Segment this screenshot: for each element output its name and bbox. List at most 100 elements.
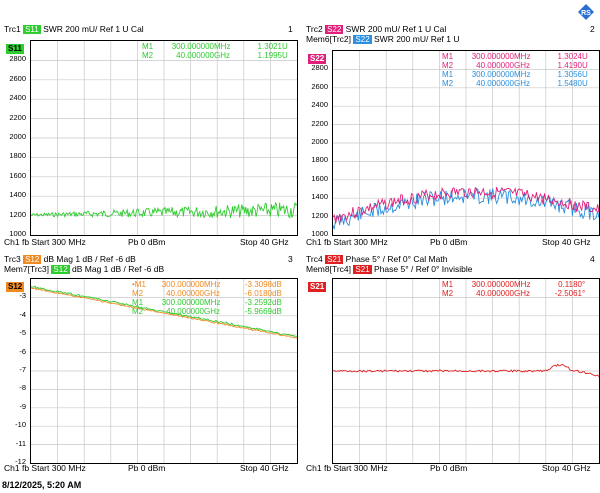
marker-row[interactable]: M1 300.000000 MHz -3.2592 dB xyxy=(132,298,284,307)
marker-freq: 300.000000 xyxy=(171,42,214,51)
pane-trace-2[interactable]: Trc2 S22 SWR 200 mU/ Ref 1 U Cal Mem6[Tr… xyxy=(302,24,600,250)
marker-freq: 300.000000 xyxy=(161,298,204,307)
marker-row[interactable]: M2 40.000000 GHz 1.5480 U xyxy=(442,79,594,88)
parameter-badge[interactable]: S22 xyxy=(353,35,372,44)
marker-vunit: dB xyxy=(272,307,282,316)
trace-label: S11 xyxy=(6,44,24,54)
marker-vunit: U xyxy=(282,42,288,51)
marker-val: 1.3021 xyxy=(257,42,282,51)
parameter-badge[interactable]: S12 xyxy=(23,255,42,264)
marker-row[interactable]: M1 300.000000 MHz 0.1180 ° xyxy=(442,280,594,289)
marker-unit: GHz xyxy=(204,307,220,316)
marker-freq: 40.000000 xyxy=(476,61,514,70)
marker-freq: 300.000000 xyxy=(471,280,514,289)
y-tick-label: 1200 xyxy=(311,210,328,220)
marker-row[interactable]: M2 40.000000 GHz -5.9669 dB xyxy=(132,307,284,316)
trace-name: Trc3 xyxy=(4,254,21,264)
footer-power: Pb 0 dBm xyxy=(128,237,166,247)
marker-m: M1 xyxy=(442,52,454,61)
y-tick-label: -7 xyxy=(19,365,26,374)
parameter-badge[interactable]: S22 xyxy=(325,25,344,34)
parameter-badge[interactable]: S11 xyxy=(23,25,41,34)
marker-unit: MHz xyxy=(204,298,221,307)
footer-start: Ch1 fb Start 300 MHz xyxy=(4,237,86,247)
footer-stop: Stop 40 GHz xyxy=(542,463,591,473)
marker-m: M2 xyxy=(442,79,454,88)
trace-label: S21 xyxy=(308,282,327,292)
y-tick-label: -5 xyxy=(19,328,26,338)
plot-area[interactable] xyxy=(332,278,600,464)
footer-power: Pb 0 dBm xyxy=(128,463,166,473)
pane-trace-3[interactable]: Trc3 S12 dB Mag 1 dB / Ref -6 dB Mem7[Tr… xyxy=(0,254,298,476)
trace-header-2[interactable]: Trc2 S22 SWR 200 mU/ Ref 1 U Cal xyxy=(306,24,446,34)
memory-header-2[interactable]: Mem6[Trc2] S22 SWR 200 mU/ Ref 1 U xyxy=(306,34,460,44)
trace-s21 xyxy=(333,363,599,377)
parameter-badge[interactable]: S12 xyxy=(51,265,70,274)
marker-val: -2.5061 xyxy=(554,289,582,298)
trace-name: Trc2 xyxy=(306,24,323,34)
marker-val: 1.5480 xyxy=(557,79,582,88)
y-tick-label: 2600 xyxy=(9,73,26,83)
footer-start: Ch1 fb Start 300 MHz xyxy=(306,463,388,473)
marker-val: -6.0180 xyxy=(244,289,272,298)
y-tick-label: 1800 xyxy=(9,151,26,161)
y-tick-label: 1200 xyxy=(9,209,26,219)
marker-unit: MHz xyxy=(204,280,221,289)
marker-row[interactable]: M2 40.000000 GHz 1.1995 U xyxy=(142,51,294,60)
pane-number: 1 xyxy=(288,24,293,34)
memory-header-3[interactable]: Mem7[Trc3] S12 dB Mag 1 dB / Ref -6 dB xyxy=(4,264,164,274)
marker-freq: 300.000000 xyxy=(471,52,514,61)
parameter-badge[interactable]: S21 xyxy=(353,265,372,274)
y-tick-label: 2400 xyxy=(311,100,328,110)
trace-name: Mem7[Trc3] xyxy=(4,264,50,274)
memory-header-4[interactable]: Mem8[Trc4] S21 Phase 5° / Ref 0° Invisib… xyxy=(306,264,472,274)
marker-row[interactable]: M1 300.000000 MHz 1.3024 U xyxy=(442,52,594,61)
pane-trace-4[interactable]: Trc4 S21 Phase 5° / Ref 0° Cal Math Mem8… xyxy=(302,254,600,476)
marker-m: M1 xyxy=(142,42,154,51)
marker-row[interactable]: M1 300.000000 MHz 1.3056 U xyxy=(442,70,594,79)
marker-row[interactable]: M2 40.000000 GHz 1.4190 U xyxy=(442,61,594,70)
marker-vunit: U xyxy=(282,51,288,60)
y-tick-label: -12 xyxy=(15,457,26,466)
marker-m: M1 xyxy=(442,70,454,79)
parameter-badge[interactable]: S21 xyxy=(325,255,344,264)
y-tick-label: -10 xyxy=(15,420,26,430)
trace-format: SWR 200 mU/ Ref 1 U Cal xyxy=(345,24,447,34)
marker-m: M2 xyxy=(442,289,454,298)
y-tick-label: 2400 xyxy=(9,93,26,103)
trace-format: Phase 5° / Ref 0° Cal Math xyxy=(345,254,448,264)
marker-row[interactable]: •M1 300.000000 MHz -3.3098 dB xyxy=(132,280,284,289)
pane-number: 2 xyxy=(590,24,595,34)
marker-unit: GHz xyxy=(204,289,220,298)
trace-header-4[interactable]: Trc4 S21 Phase 5° / Ref 0° Cal Math xyxy=(306,254,447,264)
marker-vunit: U xyxy=(582,70,588,79)
y-tick-label: -6 xyxy=(19,346,26,356)
marker-row[interactable]: M1 300.000000 MHz 1.3021 U xyxy=(142,42,294,51)
trace-format: dB Mag 1 dB / Ref -6 dB xyxy=(72,264,165,274)
marker-m: M1 xyxy=(132,298,144,307)
trace-header-3[interactable]: Trc3 S12 dB Mag 1 dB / Ref -6 dB xyxy=(4,254,136,264)
marker-freq: 300.000000 xyxy=(471,70,514,79)
plot-area[interactable] xyxy=(30,278,298,464)
trace-format: SWR 200 mU/ Ref 1 U xyxy=(374,34,460,44)
marker-m: •M1 xyxy=(132,280,146,289)
y-tick-label: -9 xyxy=(19,401,26,411)
plot-area[interactable] xyxy=(30,40,298,236)
marker-row[interactable]: M2 40.000000 GHz -6.0180 dB xyxy=(132,289,284,298)
marker-vunit: U xyxy=(582,79,588,88)
marker-unit: MHz xyxy=(514,280,531,289)
marker-vunit: U xyxy=(582,61,588,70)
trace-header-1[interactable]: Trc1 S11 SWR 200 mU/ Ref 1 U Cal xyxy=(4,24,144,34)
marker-unit: GHz xyxy=(214,51,230,60)
y-tick-label: 1000 xyxy=(9,229,26,238)
marker-val: 1.3024 xyxy=(557,52,582,61)
marker-val: -3.3098 xyxy=(244,280,272,289)
marker-row[interactable]: M2 40.000000 GHz -2.5061 ° xyxy=(442,289,594,298)
marker-m: M1 xyxy=(442,280,454,289)
pane-trace-1[interactable]: Trc1 S11 SWR 200 mU/ Ref 1 U Cal 1 S11 2… xyxy=(0,24,298,250)
marker-unit: GHz xyxy=(514,289,530,298)
marker-unit: MHz xyxy=(214,42,231,51)
y-tick-label: 2600 xyxy=(311,81,328,91)
marker-unit: MHz xyxy=(514,52,531,61)
y-tick-label: 2000 xyxy=(311,137,328,146)
